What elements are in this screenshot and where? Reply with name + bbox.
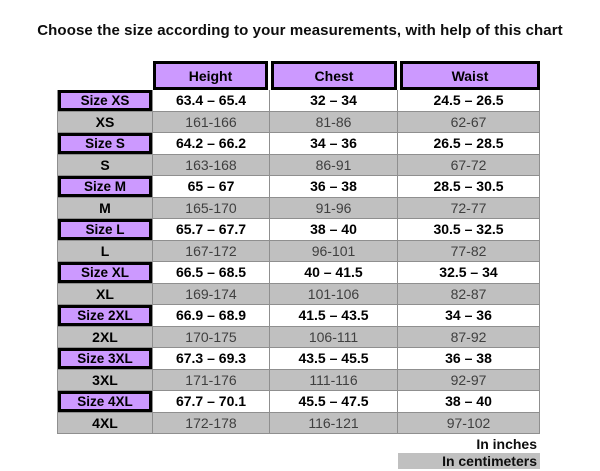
waist-inches-cell: 34 – 36 bbox=[398, 305, 540, 327]
waist-cm-cell: 72-77 bbox=[398, 197, 540, 219]
waist-cm-cell: 77-82 bbox=[398, 240, 540, 262]
chest-inches-cell: 43.5 – 45.5 bbox=[270, 348, 398, 370]
size-label: Size L bbox=[58, 219, 152, 240]
size-abbrev-cell: 2XL bbox=[57, 326, 153, 348]
height-inches-cell: 66.5 – 68.5 bbox=[153, 262, 270, 284]
chest-cm-cell: 116-121 bbox=[270, 412, 398, 434]
chest-inches-cell: 34 – 36 bbox=[270, 133, 398, 155]
size-label-cell: Size XS bbox=[57, 90, 153, 112]
size-label-cell: Size S bbox=[57, 133, 153, 155]
height-cm-cell: 170-175 bbox=[153, 326, 270, 348]
size-table: Height Chest Waist Size XS 63.4 – 65.4 3… bbox=[57, 61, 540, 434]
height-cm-cell: 172-178 bbox=[153, 412, 270, 434]
waist-cm-cell: 62-67 bbox=[398, 111, 540, 133]
size-abbrev-cell: 3XL bbox=[57, 369, 153, 391]
chest-inches-cell: 41.5 – 43.5 bbox=[270, 305, 398, 327]
size-label-cell: Size XL bbox=[57, 262, 153, 284]
chest-cm-cell: 86-91 bbox=[270, 154, 398, 176]
legend-in-centimeters: In centimeters bbox=[398, 453, 540, 469]
column-header-waist: Waist bbox=[400, 61, 540, 90]
chest-cm-cell: 81-86 bbox=[270, 111, 398, 133]
chest-cm-cell: 111-116 bbox=[270, 369, 398, 391]
waist-inches-cell: 30.5 – 32.5 bbox=[398, 219, 540, 241]
waist-inches-cell: 36 – 38 bbox=[398, 348, 540, 370]
size-label-cell: Size 4XL bbox=[57, 391, 153, 413]
height-cm-cell: 167-172 bbox=[153, 240, 270, 262]
chest-inches-cell: 45.5 – 47.5 bbox=[270, 391, 398, 413]
size-abbrev-cell: L bbox=[57, 240, 153, 262]
size-abbrev-cell: 4XL bbox=[57, 412, 153, 434]
waist-cm-cell: 87-92 bbox=[398, 326, 540, 348]
height-cm-cell: 165-170 bbox=[153, 197, 270, 219]
header-waist-wrap: Waist bbox=[398, 61, 540, 90]
size-label-cell: Size M bbox=[57, 176, 153, 198]
chest-inches-cell: 36 – 38 bbox=[270, 176, 398, 198]
waist-inches-cell: 28.5 – 30.5 bbox=[398, 176, 540, 198]
chest-cm-cell: 106-111 bbox=[270, 326, 398, 348]
chest-cm-cell: 96-101 bbox=[270, 240, 398, 262]
column-header-chest: Chest bbox=[271, 61, 397, 90]
size-label: Size XS bbox=[58, 90, 152, 111]
header-corner-cell bbox=[57, 61, 153, 90]
height-inches-cell: 65 – 67 bbox=[153, 176, 270, 198]
chest-cm-cell: 101-106 bbox=[270, 283, 398, 305]
height-inches-cell: 67.7 – 70.1 bbox=[153, 391, 270, 413]
size-label-cell: Size L bbox=[57, 219, 153, 241]
height-cm-cell: 163-168 bbox=[153, 154, 270, 176]
waist-cm-cell: 97-102 bbox=[398, 412, 540, 434]
size-abbrev-cell: XS bbox=[57, 111, 153, 133]
legend-in-inches: In inches bbox=[476, 436, 537, 452]
chest-cm-cell: 91-96 bbox=[270, 197, 398, 219]
chest-inches-cell: 32 – 34 bbox=[270, 90, 398, 112]
header-chest-wrap: Chest bbox=[270, 61, 398, 90]
waist-inches-cell: 38 – 40 bbox=[398, 391, 540, 413]
size-label: Size 3XL bbox=[58, 348, 152, 369]
height-cm-cell: 161-166 bbox=[153, 111, 270, 133]
waist-cm-cell: 82-87 bbox=[398, 283, 540, 305]
size-label: Size 4XL bbox=[58, 391, 152, 412]
chest-inches-cell: 38 – 40 bbox=[270, 219, 398, 241]
chest-inches-cell: 40 – 41.5 bbox=[270, 262, 398, 284]
size-label-cell: Size 3XL bbox=[57, 348, 153, 370]
waist-inches-cell: 32.5 – 34 bbox=[398, 262, 540, 284]
height-inches-cell: 67.3 – 69.3 bbox=[153, 348, 270, 370]
size-label: Size S bbox=[58, 133, 152, 154]
waist-inches-cell: 24.5 – 26.5 bbox=[398, 90, 540, 112]
size-label: Size M bbox=[58, 176, 152, 197]
header-height-wrap: Height bbox=[153, 61, 270, 90]
size-label: Size XL bbox=[58, 262, 152, 283]
size-abbrev-cell: XL bbox=[57, 283, 153, 305]
height-inches-cell: 66.9 – 68.9 bbox=[153, 305, 270, 327]
height-cm-cell: 171-176 bbox=[153, 369, 270, 391]
height-cm-cell: 169-174 bbox=[153, 283, 270, 305]
height-inches-cell: 64.2 – 66.2 bbox=[153, 133, 270, 155]
size-label-cell: Size 2XL bbox=[57, 305, 153, 327]
waist-cm-cell: 67-72 bbox=[398, 154, 540, 176]
waist-inches-cell: 26.5 – 28.5 bbox=[398, 133, 540, 155]
waist-cm-cell: 92-97 bbox=[398, 369, 540, 391]
size-abbrev-cell: S bbox=[57, 154, 153, 176]
size-label: Size 2XL bbox=[58, 305, 152, 326]
height-inches-cell: 65.7 – 67.7 bbox=[153, 219, 270, 241]
column-header-height: Height bbox=[153, 61, 268, 90]
page-title: Choose the size according to your measur… bbox=[37, 22, 563, 39]
size-abbrev-cell: M bbox=[57, 197, 153, 219]
height-inches-cell: 63.4 – 65.4 bbox=[153, 90, 270, 112]
